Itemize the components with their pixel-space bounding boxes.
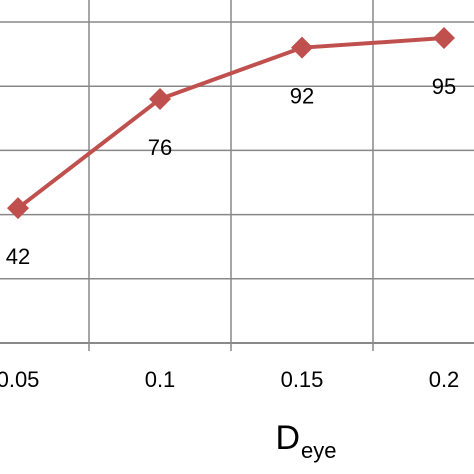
x-tick-label: 0.2 bbox=[429, 367, 460, 392]
x-tick-label: 0.05 bbox=[0, 367, 39, 392]
x-axis-label: D bbox=[275, 419, 300, 457]
x-tick-label: 0.15 bbox=[281, 367, 324, 392]
x-axis-label-subscript: eye bbox=[301, 438, 336, 463]
data-label: 92 bbox=[290, 83, 314, 108]
marker bbox=[149, 88, 171, 111]
data-label: 42 bbox=[6, 244, 30, 269]
data-label: 95 bbox=[432, 74, 456, 99]
marker bbox=[291, 36, 313, 59]
marker bbox=[433, 27, 455, 50]
x-tick-label: 0.1 bbox=[145, 367, 176, 392]
series-line bbox=[16, 36, 445, 210]
data-label: 76 bbox=[148, 135, 172, 160]
marker bbox=[7, 197, 29, 220]
